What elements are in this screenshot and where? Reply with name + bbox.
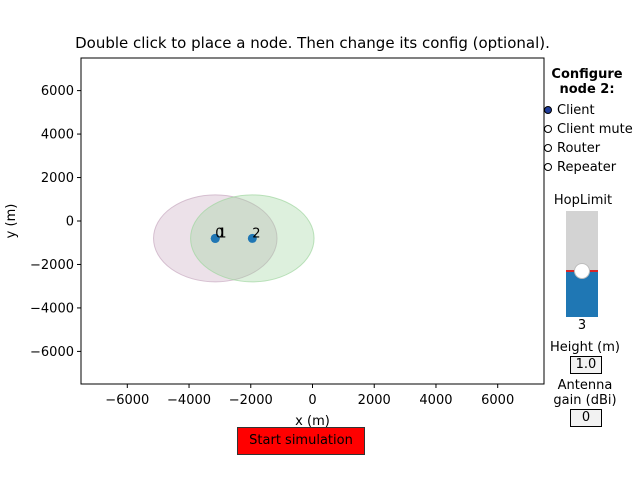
radio-client-mute[interactable] — [544, 125, 552, 133]
config-title: Configure node 2: — [544, 67, 630, 97]
y-tick-label: −4000 — [30, 301, 74, 316]
node-marker — [247, 233, 257, 243]
x-tick-label: 2000 — [358, 393, 391, 408]
y-tick-label: −6000 — [30, 345, 74, 360]
hoplimit-label: HopLimit — [553, 193, 613, 208]
hoplimit-slider-handle[interactable] — [574, 263, 590, 280]
y-tick-label: 2000 — [41, 171, 74, 186]
antenna-label-line1: Antenna — [557, 378, 613, 393]
y-tick-label: 0 — [66, 215, 74, 230]
plot-title: Double click to place a node. Then chang… — [75, 34, 550, 52]
config-title-line2: node 2: — [559, 82, 615, 97]
node-marker — [210, 233, 220, 243]
y-axis-label: y (m) — [4, 204, 19, 239]
radio-router[interactable] — [544, 144, 552, 152]
role-option-client[interactable]: Client — [544, 101, 595, 119]
x-tick-label: −4000 — [167, 393, 211, 408]
start-simulation-button[interactable]: Start simulation — [237, 427, 365, 455]
role-label: Client mute — [557, 121, 633, 137]
node-label: 0 — [215, 226, 223, 241]
height-input[interactable] — [570, 356, 602, 374]
radio-client[interactable] — [544, 106, 552, 114]
antenna-gain-input[interactable] — [570, 409, 602, 427]
x-axis-label: x (m) — [295, 414, 330, 429]
x-tick-label: 4000 — [419, 393, 452, 408]
x-tick-label: 0 — [308, 393, 316, 408]
hoplimit-value: 3 — [577, 318, 587, 333]
x-tick-label: −6000 — [105, 393, 149, 408]
role-label: Client — [557, 102, 595, 118]
antenna-gain-label: Antenna gain (dBi) — [540, 378, 630, 408]
role-option-repeater[interactable]: Repeater — [544, 158, 616, 176]
y-tick-label: −2000 — [30, 258, 74, 273]
node-label: 2 — [252, 226, 260, 241]
x-tick-label: 6000 — [481, 393, 514, 408]
y-tick-label: 6000 — [41, 84, 74, 99]
hoplimit-slider[interactable] — [566, 211, 598, 317]
plot-area — [81, 58, 544, 384]
y-tick-label: 4000 — [41, 128, 74, 143]
role-option-router[interactable]: Router — [544, 139, 600, 157]
role-label: Router — [557, 140, 601, 156]
radio-repeater[interactable] — [544, 163, 552, 171]
role-label: Repeater — [557, 159, 617, 175]
node-label: 1 — [218, 226, 226, 241]
height-label: Height (m) — [550, 340, 620, 355]
x-tick-label: −2000 — [229, 393, 273, 408]
antenna-label-line2: gain (dBi) — [553, 393, 617, 408]
role-option-client-mute[interactable]: Client mute — [544, 120, 633, 138]
config-title-line1: Configure — [551, 67, 623, 82]
